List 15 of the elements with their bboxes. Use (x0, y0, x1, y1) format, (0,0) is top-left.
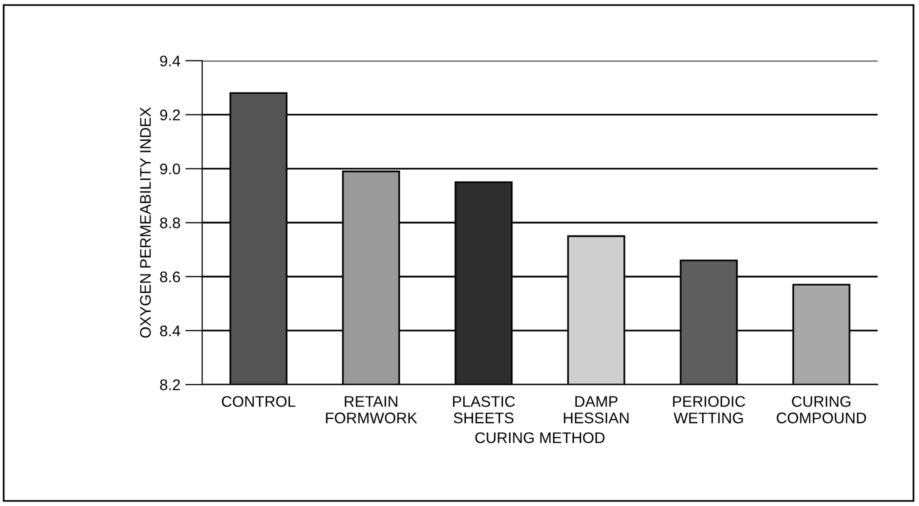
x-tick-label: RETAIN FORMWORK (326, 396, 418, 424)
y-tick-label: 8.8 (160, 218, 180, 228)
y-tick-label: 8.2 (160, 379, 180, 390)
x-tick-label: PERIODIC WETTING (673, 396, 746, 424)
y-tick-label: 9.2 (160, 110, 180, 120)
x-tick-label: PLASTIC SHEETS (453, 396, 515, 424)
y-tick-label: 8.4 (160, 325, 180, 336)
x-tick-label: CURING COMPOUND (776, 396, 866, 424)
y-axis-title: OXYGEN PERMEABILITY INDEX (140, 107, 151, 338)
x-tick-label: CONTROL (222, 396, 296, 407)
x-tick-label: DAMP HESSIAN (564, 396, 628, 424)
y-tick-label: 9.0 (160, 164, 180, 174)
y-tick-label: 8.6 (160, 271, 180, 282)
y-tick-label: 9.4 (160, 56, 180, 66)
x-axis-title: CURING METHOD (475, 432, 605, 444)
